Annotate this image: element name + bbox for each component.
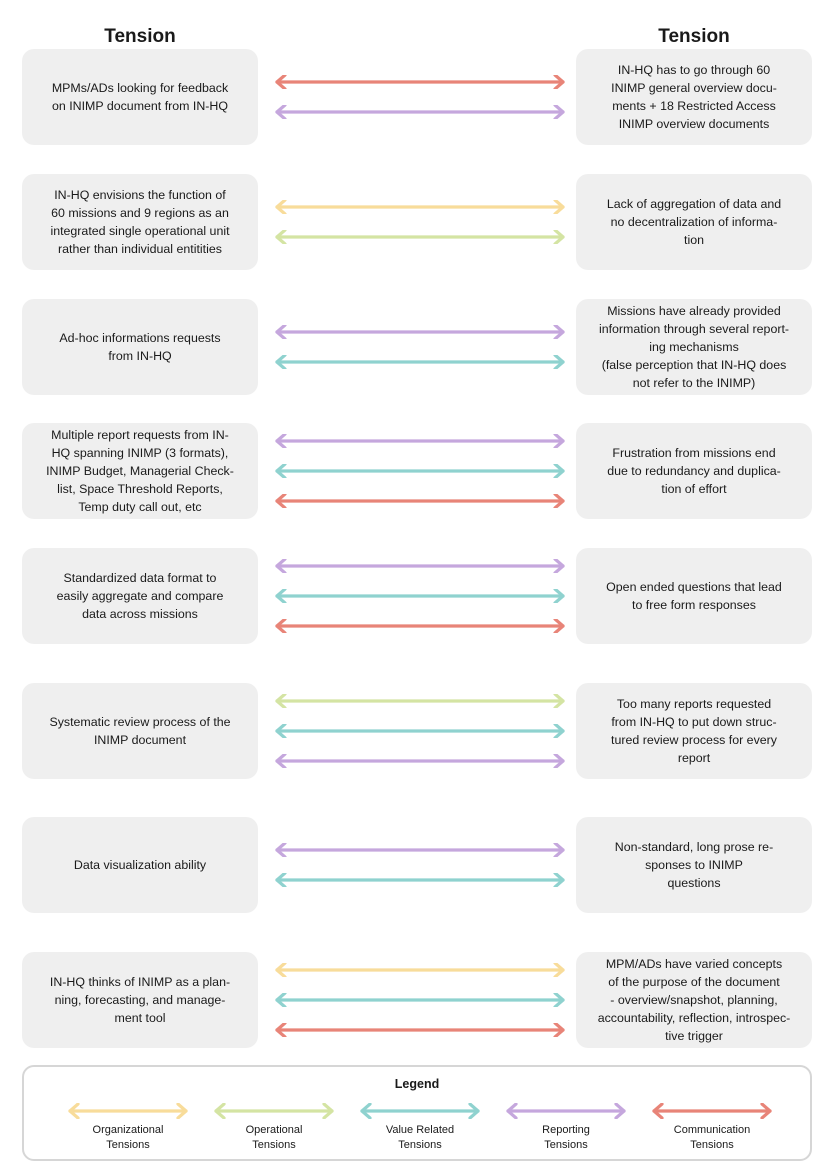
right-tension-text: Too many reports requested from IN-HQ to…: [611, 697, 777, 765]
left-tension-text: Systematic review process of the INIMP d…: [49, 715, 231, 747]
value-tension-arrow: [274, 722, 566, 740]
legend-label: Value Related Tensions: [385, 1124, 455, 1151]
left-tension-box: Systematic review process of the INIMP d…: [22, 683, 258, 779]
legend-item-reporting: Reporting Tensions: [496, 1103, 636, 1153]
communication-tension-arrow: [274, 492, 566, 510]
legend-reporting-arrow: [506, 1103, 626, 1119]
left-column-heading: Tension: [104, 26, 176, 47]
legend-organizational-arrow: [68, 1103, 188, 1119]
operational-tension-arrow: [274, 228, 566, 246]
value-tension-arrow: [274, 462, 566, 480]
reporting-tension-arrow: [274, 752, 566, 770]
value-tension-arrow: [274, 871, 566, 889]
right-tension-box: MPM/ADs have varied concepts of the purp…: [576, 952, 812, 1048]
reporting-tension-arrow: [274, 323, 566, 341]
left-tension-box: MPMs/ADs looking for feedback on INIMP d…: [22, 49, 258, 145]
left-tension-box: IN-HQ thinks of INIMP as a plan- ning, f…: [22, 952, 258, 1048]
right-tension-text: Open ended questions that lead to free f…: [606, 580, 782, 612]
right-tension-text: Missions have already provided informati…: [598, 304, 790, 390]
left-tension-box: IN-HQ envisions the function of 60 missi…: [22, 174, 258, 270]
reporting-tension-arrow: [274, 103, 566, 121]
right-tension-box: Frustration from missions end due to red…: [576, 423, 812, 519]
communication-tension-arrow: [274, 617, 566, 635]
right-tension-text: IN-HQ has to go through 60 INIMP general…: [611, 63, 777, 131]
legend-communication-arrow: [652, 1103, 772, 1119]
left-tension-box: Standardized data format to easily aggre…: [22, 548, 258, 644]
value-tension-arrow: [274, 991, 566, 1009]
right-tension-text: Frustration from missions end due to red…: [607, 446, 781, 496]
right-tension-box: IN-HQ has to go through 60 INIMP general…: [576, 49, 812, 145]
legend: Legend Organizational Tensions Operationa…: [22, 1065, 812, 1161]
right-tension-box: Lack of aggregation of data and no decen…: [576, 174, 812, 270]
left-tension-text: IN-HQ thinks of INIMP as a plan- ning, f…: [49, 975, 231, 1025]
reporting-tension-arrow: [274, 432, 566, 450]
legend-label: Organizational Tensions: [92, 1124, 164, 1151]
left-tension-text: MPMs/ADs looking for feedback on INIMP d…: [51, 81, 229, 113]
reporting-tension-arrow: [274, 841, 566, 859]
legend-item-operational: Operational Tensions: [204, 1103, 344, 1153]
left-tension-text: Ad-hoc informations requests from IN-HQ: [59, 331, 221, 363]
right-tension-box: Too many reports requested from IN-HQ to…: [576, 683, 812, 779]
right-tension-text: Lack of aggregation of data and no decen…: [606, 197, 782, 247]
left-tension-box: Data visualization ability: [22, 817, 258, 913]
legend-item-value: Value Related Tensions: [350, 1103, 490, 1153]
left-tension-text: IN-HQ envisions the function of 60 missi…: [50, 188, 230, 256]
value-tension-arrow: [274, 587, 566, 605]
legend-item-organizational: Organizational Tensions: [58, 1103, 198, 1153]
value-tension-arrow: [274, 353, 566, 371]
right-tension-text: MPM/ADs have varied concepts of the purp…: [597, 957, 791, 1043]
left-tension-box: Multiple report requests from IN- HQ spa…: [22, 423, 258, 519]
operational-tension-arrow: [274, 692, 566, 710]
left-tension-text: Standardized data format to easily aggre…: [56, 571, 224, 621]
right-tension-box: Non-standard, long prose re- sponses to …: [576, 817, 812, 913]
legend-label: Operational Tensions: [245, 1124, 303, 1151]
organizational-tension-arrow: [274, 198, 566, 216]
right-tension-text: Non-standard, long prose re- sponses to …: [614, 840, 774, 890]
legend-operational-arrow: [214, 1103, 334, 1119]
right-tension-box: Open ended questions that lead to free f…: [576, 548, 812, 644]
communication-tension-arrow: [274, 1021, 566, 1039]
organizational-tension-arrow: [274, 961, 566, 979]
reporting-tension-arrow: [274, 557, 566, 575]
left-tension-text: Data visualization ability: [73, 858, 207, 872]
legend-title: Legend: [394, 1077, 440, 1091]
communication-tension-arrow: [274, 73, 566, 91]
legend-label: Reporting Tensions: [542, 1124, 590, 1151]
legend-value-arrow: [360, 1103, 480, 1119]
legend-label: Communication Tensions: [673, 1124, 751, 1151]
right-column-heading: Tension: [658, 26, 730, 47]
left-tension-text: Multiple report requests from IN- HQ spa…: [46, 428, 234, 514]
legend-item-communication: Communication Tensions: [642, 1103, 782, 1153]
left-tension-box: Ad-hoc informations requests from IN-HQ: [22, 299, 258, 395]
right-tension-box: Missions have already provided informati…: [576, 299, 812, 395]
